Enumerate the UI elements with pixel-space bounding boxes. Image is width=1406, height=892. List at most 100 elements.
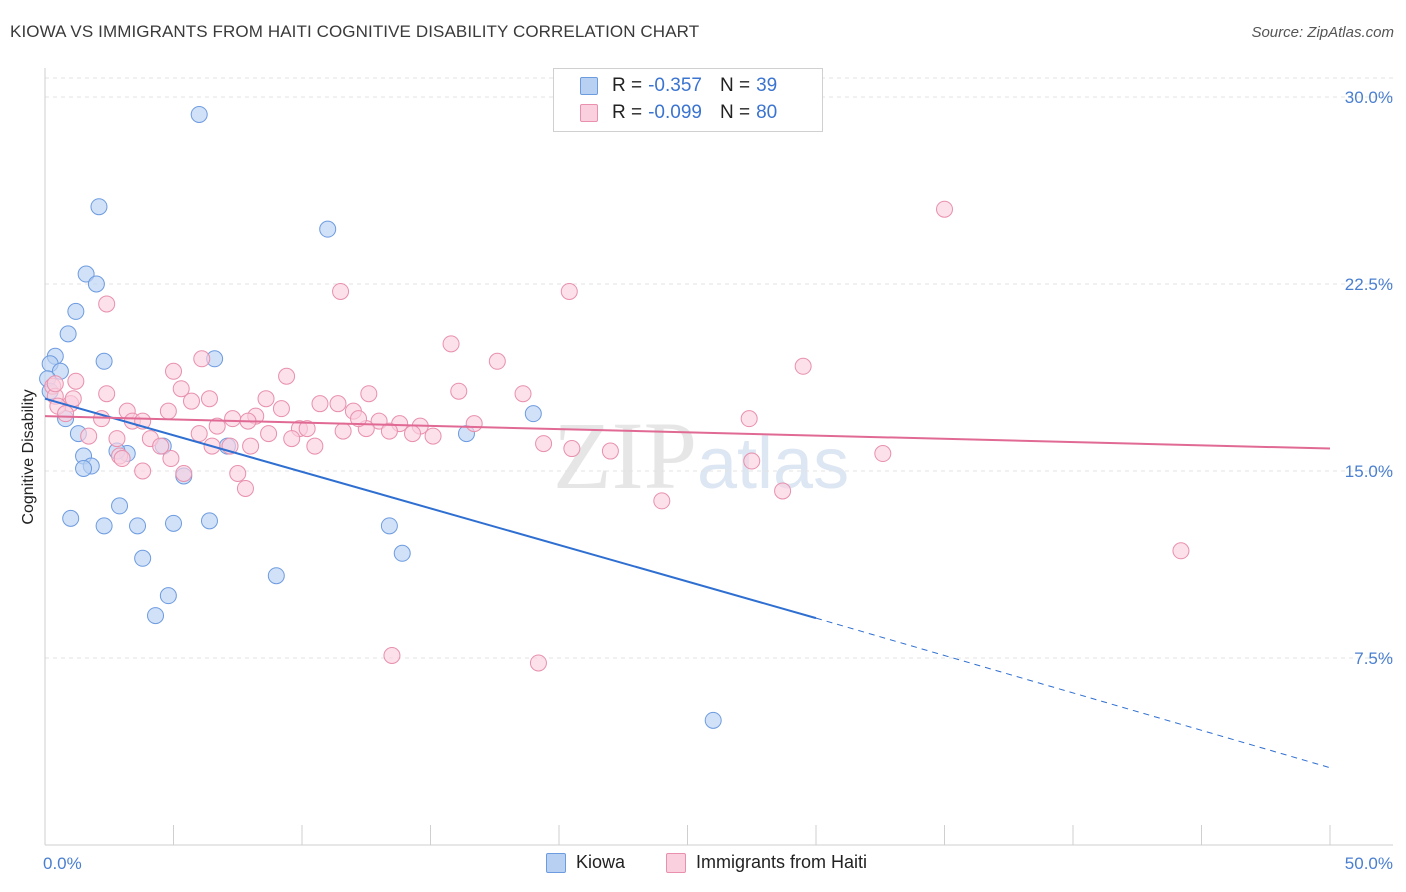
haiti-point [134, 462, 152, 480]
kiowa-point [59, 325, 77, 343]
haiti-point [260, 425, 278, 443]
haiti-point [208, 417, 226, 435]
y-tick-label: 30.0% [1345, 88, 1393, 107]
x-tick-label: 0.0% [43, 854, 82, 873]
y-axis-title: Cognitive Disability [20, 389, 37, 524]
chart-title: KIOWA VS IMMIGRANTS FROM HAITI COGNITIVE… [10, 22, 700, 41]
legend-swatch-haiti [666, 852, 686, 873]
legend-n-label: N = [719, 102, 751, 123]
haiti-point [653, 492, 671, 510]
legend-swatch-haiti [580, 104, 598, 122]
haiti-point [46, 375, 64, 393]
haiti-point [514, 385, 532, 403]
series-legend: Kiowa Immigrants from Haiti [0, 852, 1406, 878]
haiti-point [278, 367, 296, 385]
kiowa-point [147, 607, 165, 625]
haiti-point [450, 382, 468, 400]
legend-r-label: R = [612, 102, 643, 123]
legend-row-kiowa: R = -0.357 N = 39 [580, 74, 777, 98]
haiti-point [98, 385, 116, 403]
legend-r-value: -0.357 [648, 75, 702, 96]
haiti-point [874, 445, 892, 463]
kiowa-point [524, 405, 542, 423]
kiowa-point [95, 352, 113, 370]
kiowa-point [111, 497, 129, 515]
y-tick-label: 15.0% [1345, 462, 1393, 481]
haiti-point [152, 437, 170, 455]
haiti-point [442, 335, 460, 353]
haiti-point [560, 282, 578, 300]
haiti-point [182, 392, 200, 410]
kiowa-point [393, 544, 411, 562]
correlation-legend: R = -0.357 N = 39 R = -0.099 N = 80 [553, 68, 823, 132]
legend-row-haiti: R = -0.099 N = 80 [580, 101, 777, 125]
watermark-zip: ZIP [553, 402, 697, 509]
legend-item-haiti[interactable]: Immigrants from Haiti [666, 852, 867, 873]
y-tick-label: 7.5% [1354, 649, 1393, 668]
watermark: ZIPatlas [553, 400, 849, 511]
legend-label-haiti: Immigrants from Haiti [696, 852, 868, 872]
haiti-point [190, 425, 208, 443]
kiowa-point [62, 509, 80, 527]
kiowa-point [319, 220, 337, 238]
legend-item-kiowa[interactable]: Kiowa [546, 852, 625, 873]
haiti-point [257, 390, 275, 408]
haiti-point [272, 400, 290, 418]
kiowa-point [87, 275, 105, 293]
haiti-point [113, 450, 131, 468]
haiti-point [165, 362, 182, 380]
haiti-point [465, 415, 483, 433]
legend-r-label: R = [612, 75, 643, 96]
haiti-point [488, 352, 506, 370]
kiowa-point [200, 512, 218, 530]
kiowa-point [267, 567, 285, 585]
haiti-point [200, 390, 218, 408]
haiti-point [350, 410, 368, 428]
kiowa-trend-extension [815, 617, 1331, 769]
kiowa-point [129, 517, 147, 535]
kiowa-point [95, 517, 113, 535]
haiti-point [774, 482, 792, 500]
haiti-point [740, 410, 758, 428]
kiowa-point [190, 105, 208, 123]
kiowa-point [75, 460, 93, 478]
haiti-point [332, 282, 350, 300]
haiti-point [1172, 542, 1190, 560]
haiti-point [229, 464, 247, 482]
kiowa-point [159, 587, 177, 605]
kiowa-point [77, 265, 95, 283]
haiti-point [936, 200, 953, 218]
haiti-point [108, 430, 126, 448]
haiti-point [172, 380, 190, 398]
legend-n-value: 39 [756, 75, 778, 96]
haiti-point [98, 295, 116, 313]
y-tick-label: 22.5% [1345, 275, 1393, 294]
haiti-point [311, 395, 329, 413]
haiti-point [162, 450, 180, 468]
kiowa-point [134, 549, 152, 567]
haiti-point [424, 427, 442, 445]
haiti-point [601, 442, 619, 460]
legend-n-label: N = [719, 75, 751, 96]
haiti-point [383, 647, 401, 665]
legend-swatch-kiowa [580, 77, 598, 95]
haiti-point [306, 437, 324, 455]
haiti-point [236, 479, 254, 497]
haiti-point [404, 425, 422, 443]
kiowa-point [90, 198, 108, 216]
legend-label-kiowa: Kiowa [576, 852, 626, 872]
haiti-point [67, 372, 85, 390]
haiti-point [563, 440, 581, 458]
haiti-point [57, 405, 75, 423]
haiti-point [159, 402, 177, 420]
kiowa-trend-line [44, 397, 817, 620]
haiti-point [242, 437, 260, 455]
kiowa-point [704, 711, 722, 729]
kiowa-point [165, 514, 182, 532]
x-tick-label: 50.0% [1345, 854, 1393, 873]
haiti-point [360, 385, 378, 403]
haiti-point [283, 430, 301, 448]
haiti-point [529, 654, 547, 672]
legend-swatch-kiowa [546, 852, 566, 873]
